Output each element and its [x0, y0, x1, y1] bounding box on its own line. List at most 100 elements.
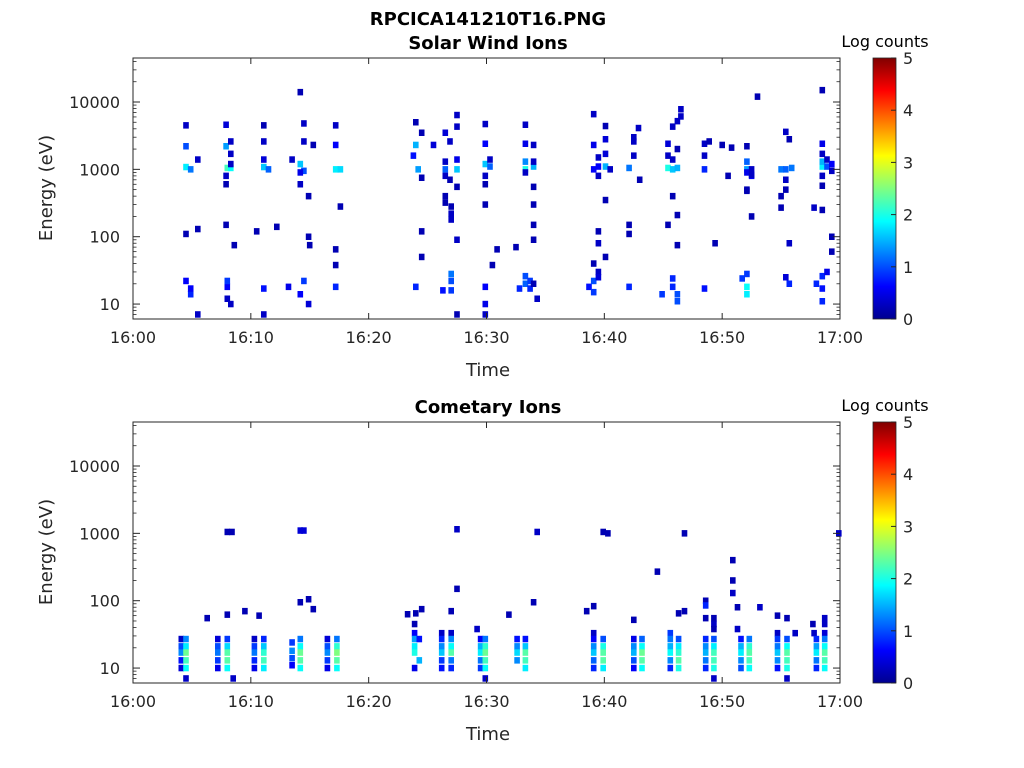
heatmap-cell: [583, 607, 590, 615]
heatmap-cell: [602, 253, 609, 261]
cometary-axis-ticks: 16:00 16:10 16:20 16:30 16:40 16:50 17:00 10 100…: [69, 422, 863, 711]
heatmap-cell: [711, 625, 717, 633]
heatmap-cell: [600, 528, 606, 536]
heatmap-cell: [411, 635, 418, 643]
heatmap-cell: [438, 657, 445, 664]
heatmap-cell: [595, 240, 602, 247]
heatmap-cell: [746, 635, 753, 643]
heatmap-cell: [183, 143, 189, 150]
heatmap-cell: [410, 152, 417, 159]
heatmap-cell: [251, 664, 258, 672]
heatmap-cell: [819, 272, 826, 280]
heatmap-cell: [784, 643, 790, 650]
heatmap-cell: [477, 649, 484, 656]
heatmap-cell: [297, 181, 304, 188]
heatmap-cell: [253, 228, 260, 235]
heatmap-cell: [631, 134, 637, 141]
heatmap-cell: [448, 664, 454, 672]
heatmap-cell: [701, 166, 708, 173]
heatmap-cell: [636, 176, 643, 183]
heatmap-cell: [607, 166, 613, 173]
heatmap-cell: [178, 664, 185, 672]
heatmap-cell: [730, 556, 736, 564]
heatmap-cell: [482, 649, 489, 656]
heatmap-cell: [605, 530, 611, 537]
heatmap-cell: [674, 241, 681, 249]
heatmap-cell: [783, 274, 789, 281]
heatmap-cell: [411, 643, 418, 650]
heatmap-cell: [774, 657, 781, 664]
heatmap-cell: [590, 629, 597, 637]
y-tick-label: 100: [89, 228, 120, 247]
heatmap-cell: [242, 607, 248, 615]
heatmap-cell: [522, 140, 529, 147]
heatmap-cell: [265, 166, 272, 173]
heatmap-cell: [754, 93, 761, 100]
solar-wind-colorbar-ticks: 0 1 2 3 4 5: [891, 49, 913, 329]
heatmap-cell: [489, 261, 496, 269]
heatmap-cell: [448, 270, 454, 278]
heatmap-cell: [701, 140, 708, 147]
heatmap-cell: [224, 643, 231, 650]
heatmap-cell: [600, 664, 606, 672]
heatmap-cell: [706, 138, 712, 145]
heatmap-cell: [595, 228, 602, 235]
heatmap-cell: [819, 285, 826, 292]
y-tick-label: 10: [100, 659, 120, 678]
heatmap-cell: [183, 664, 189, 672]
heatmap-cell: [730, 589, 736, 597]
heatmap-cell: [590, 643, 597, 650]
heatmap-cell: [224, 528, 231, 536]
heatmap-cell: [183, 649, 189, 656]
heatmap-cell: [477, 657, 484, 664]
heatmap-cell: [757, 604, 763, 611]
heatmap-cell: [631, 657, 637, 664]
heatmap-cell: [228, 164, 234, 172]
heatmap-cell: [819, 140, 826, 147]
heatmap-cell: [821, 629, 828, 637]
heatmap-cell: [413, 141, 419, 149]
heatmap-cell: [595, 163, 602, 170]
x-tick-label: 16:50: [699, 328, 745, 347]
heatmap-cell: [261, 664, 267, 672]
heatmap-cell: [534, 295, 540, 302]
heatmap-cell: [746, 649, 753, 656]
heatmap-cell: [438, 643, 445, 650]
heatmap-cell: [522, 121, 529, 128]
heatmap-cell: [442, 199, 449, 206]
heatmap-cell: [702, 597, 709, 604]
heatmap-cell: [411, 620, 418, 628]
figure-filename-title: RPCICA141210T16.PNG: [370, 9, 606, 30]
heatmap-cell: [748, 166, 755, 173]
heatmap-cell: [297, 599, 304, 606]
heatmap-cell: [305, 300, 312, 308]
heatmap-cell: [595, 154, 602, 161]
heatmap-cell: [631, 138, 637, 145]
heatmap-cell: [792, 629, 798, 637]
heatmap-cell: [418, 253, 425, 261]
heatmap-cell: [261, 311, 267, 318]
heatmap-cell: [602, 163, 609, 170]
heatmap-cell: [774, 649, 781, 656]
y-tick-label: 1000: [79, 524, 120, 543]
heatmap-cell: [482, 160, 489, 168]
heatmap-cell: [454, 123, 460, 130]
heatmap-cell: [595, 172, 602, 180]
heatmap-cell: [774, 612, 781, 619]
heatmap-cell: [482, 140, 489, 147]
heatmap-cell: [819, 182, 826, 189]
heatmap-cell: [530, 158, 537, 165]
heatmap-cell: [430, 141, 437, 149]
heatmap-cell: [448, 629, 454, 637]
heatmap-cell: [513, 243, 519, 251]
heatmap-cell: [442, 192, 449, 200]
heatmap-cell: [310, 605, 317, 613]
heatmap-cell: [447, 138, 453, 145]
cometary-x-axis-label: Time: [465, 724, 510, 745]
heatmap-cell: [418, 129, 425, 136]
heatmap-cell: [626, 164, 632, 172]
heatmap-cell: [674, 117, 681, 125]
solar-wind-ions-panel: Solar Wind Ions 16:00 16:10 16:20 16:30 16:4…: [36, 32, 929, 381]
heatmap-cell: [183, 122, 189, 129]
